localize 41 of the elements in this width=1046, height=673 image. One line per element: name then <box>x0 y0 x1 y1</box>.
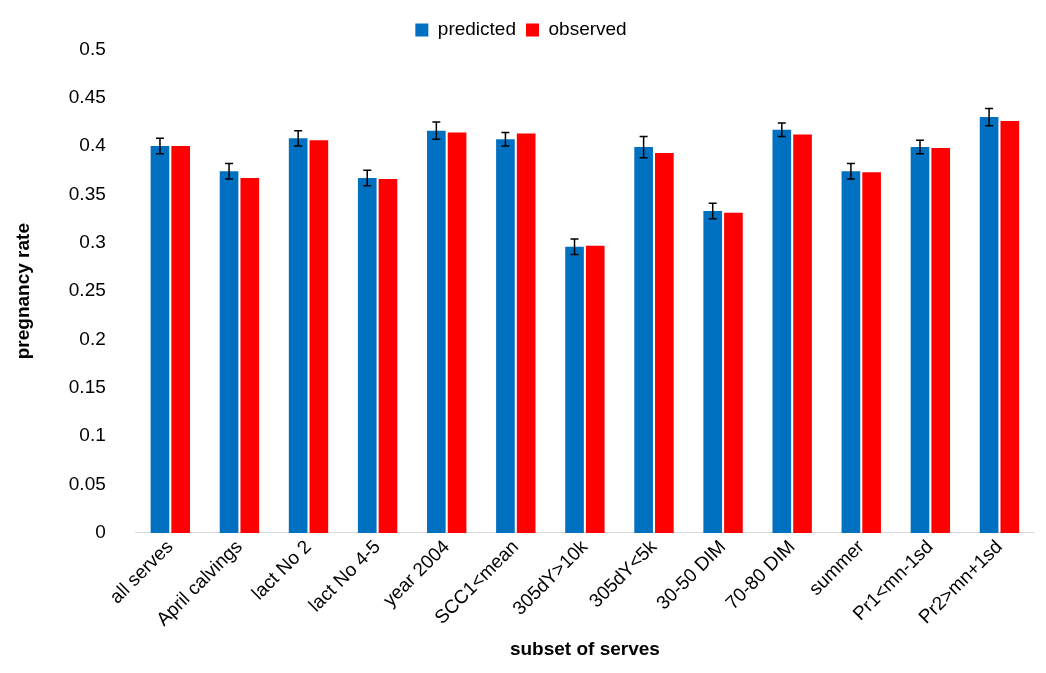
bar <box>634 147 653 533</box>
bar <box>288 138 308 533</box>
bar <box>357 178 377 533</box>
bar <box>378 178 398 533</box>
y-tick-label: 0.45 <box>68 85 106 107</box>
legend-label: predicted <box>437 18 517 40</box>
y-tick-label: 0.3 <box>79 231 106 253</box>
bar <box>979 117 999 533</box>
bar <box>655 152 674 533</box>
y-tick-label: 0.15 <box>68 376 106 398</box>
bar <box>841 171 861 533</box>
y-tick-label: 0.2 <box>79 327 106 349</box>
bar <box>496 139 515 533</box>
y-tick-label: 0.05 <box>68 472 106 494</box>
y-tick-label: 0.5 <box>79 37 106 59</box>
bar <box>219 171 239 533</box>
bar <box>910 147 930 533</box>
bar <box>240 178 260 533</box>
bar <box>447 132 467 533</box>
y-tick-label: 0.35 <box>68 182 106 204</box>
y-tick-label: 0.25 <box>68 279 106 301</box>
legend-label: observed <box>548 18 627 40</box>
bar <box>703 210 723 533</box>
y-axis-title: pregnancy rate <box>11 223 33 360</box>
y-tick-label: 0 <box>95 521 106 543</box>
bar <box>724 212 743 533</box>
y-tick-label: 0.4 <box>79 134 107 156</box>
bar <box>931 148 951 533</box>
bar <box>772 129 792 533</box>
x-axis-title: subset of serves <box>509 637 660 659</box>
bar <box>427 130 446 533</box>
bar <box>171 146 191 533</box>
y-tick-label: 0.1 <box>79 424 106 446</box>
bar <box>585 245 605 533</box>
bar <box>793 134 812 533</box>
bar <box>862 172 881 533</box>
bar <box>565 246 584 533</box>
bar <box>309 140 329 533</box>
bar <box>516 133 536 533</box>
bar <box>1000 120 1020 533</box>
bar <box>150 146 170 533</box>
